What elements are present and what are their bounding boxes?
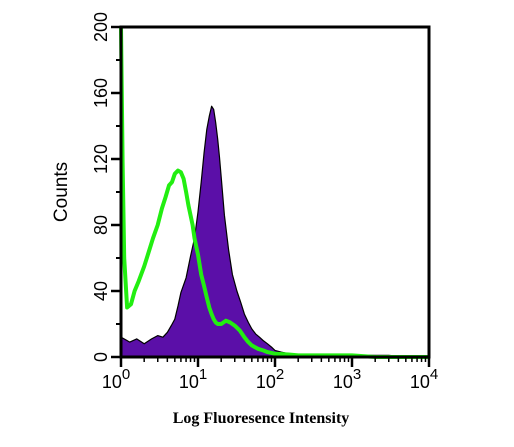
axis-layer: 0 40 80 120 160 200 100 101 102 103 104 [91, 12, 438, 392]
series-layer [119, 26, 430, 359]
series-0-area [120, 105, 430, 358]
x-tick-label: 100 [102, 366, 130, 392]
y-axis-label: Counts [51, 162, 72, 222]
x-tick-label: 104 [410, 366, 438, 392]
x-tick-label: 101 [179, 366, 207, 392]
y-tick-label: 200 [91, 12, 111, 42]
y-tick-label: 120 [91, 144, 111, 174]
x-tick-label: 102 [256, 366, 284, 392]
y-tick-label: 40 [91, 281, 111, 301]
y-tick-label: 160 [91, 78, 111, 108]
series-1-line [119, 26, 429, 359]
y-tick-label: 80 [91, 215, 111, 235]
x-axis-label: Log Fluoresence Intensity [173, 410, 350, 427]
y-tick-label: 0 [91, 352, 111, 362]
x-tick-label: 103 [333, 366, 361, 392]
